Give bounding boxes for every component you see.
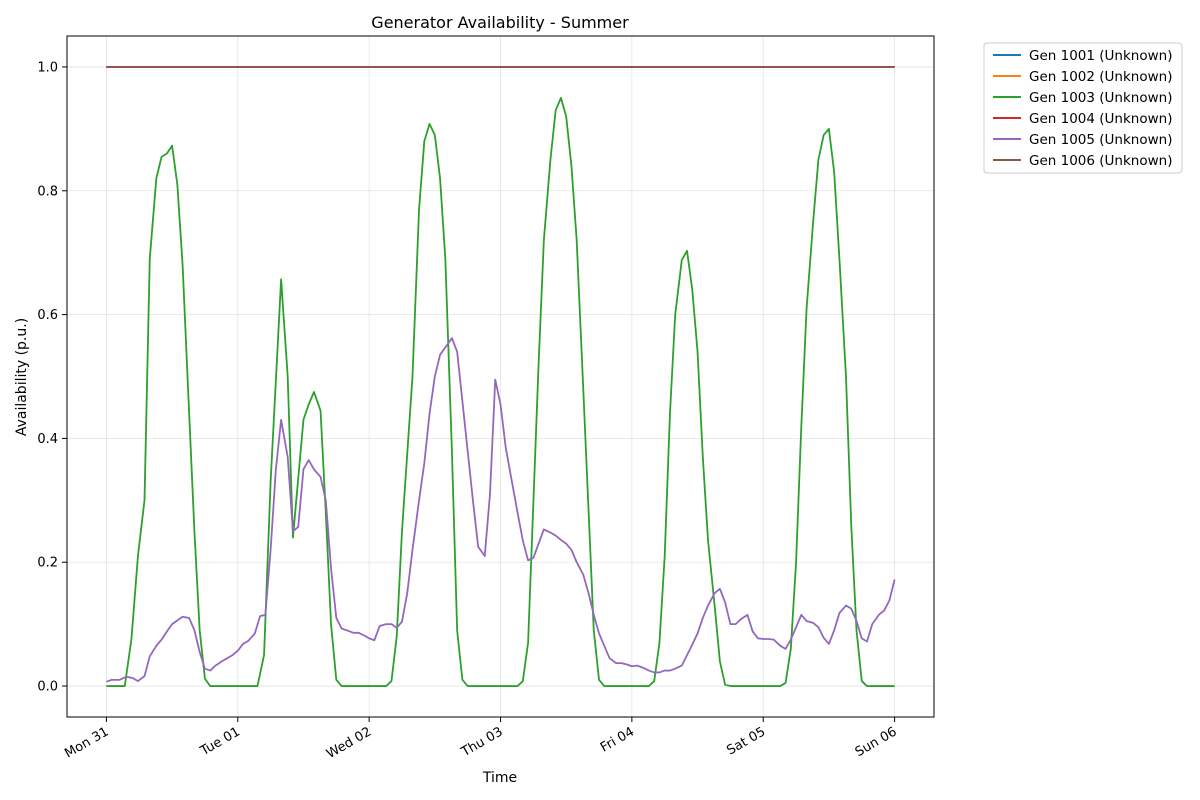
y-tick-label: 0.6 [37,308,58,323]
legend: Gen 1001 (Unknown) Gen 1002 (Unknown) Gen … [983,42,1183,174]
x-axis-title: Time [482,770,517,786]
legend-label: Gen 1005 (Unknown) [1029,132,1172,148]
y-tick-label: 0.0 [37,680,58,695]
chart-title: Generator Availability - Summer [371,13,629,32]
legend-items: Gen 1001 (Unknown) Gen 1002 (Unknown) Gen … [993,48,1172,169]
series-line-3 [106,97,895,687]
y-tick-label: 0.4 [37,432,58,447]
series-line-5 [106,337,896,683]
x-tick-label: Fri 04 [598,724,637,755]
legend-label: Gen 1002 (Unknown) [1029,69,1172,85]
x-tick-label: Wed 02 [324,724,374,762]
y-axis-title: Availability (p.u.) [14,318,30,436]
x-tick-label: Sun 06 [853,724,900,760]
legend-frame [983,42,1183,174]
y-tick-label: 0.8 [37,184,58,199]
x-tick-label: Thu 03 [458,724,505,760]
x-tick-label: Mon 31 [62,724,111,761]
x-tick-label: Sat 05 [724,724,768,758]
y-tick-label: 1.0 [37,60,58,75]
series-lines [106,66,896,687]
legend-label: Gen 1003 (Unknown) [1029,90,1172,106]
legend-label: Gen 1001 (Unknown) [1029,48,1172,64]
legend-label: Gen 1006 (Unknown) [1029,153,1172,169]
x-axis-ticks: Mon 31 Tue 01 Wed 02 Thu 03 Fri 04 Sat 05 Sun … [62,717,900,762]
legend-label: Gen 1004 (Unknown) [1029,111,1172,127]
x-tick-label: Tue 01 [197,724,243,759]
y-axis-ticks: 0.0 0.2 0.4 0.6 0.8 1.0 [37,60,67,695]
y-tick-label: 0.2 [37,556,58,571]
